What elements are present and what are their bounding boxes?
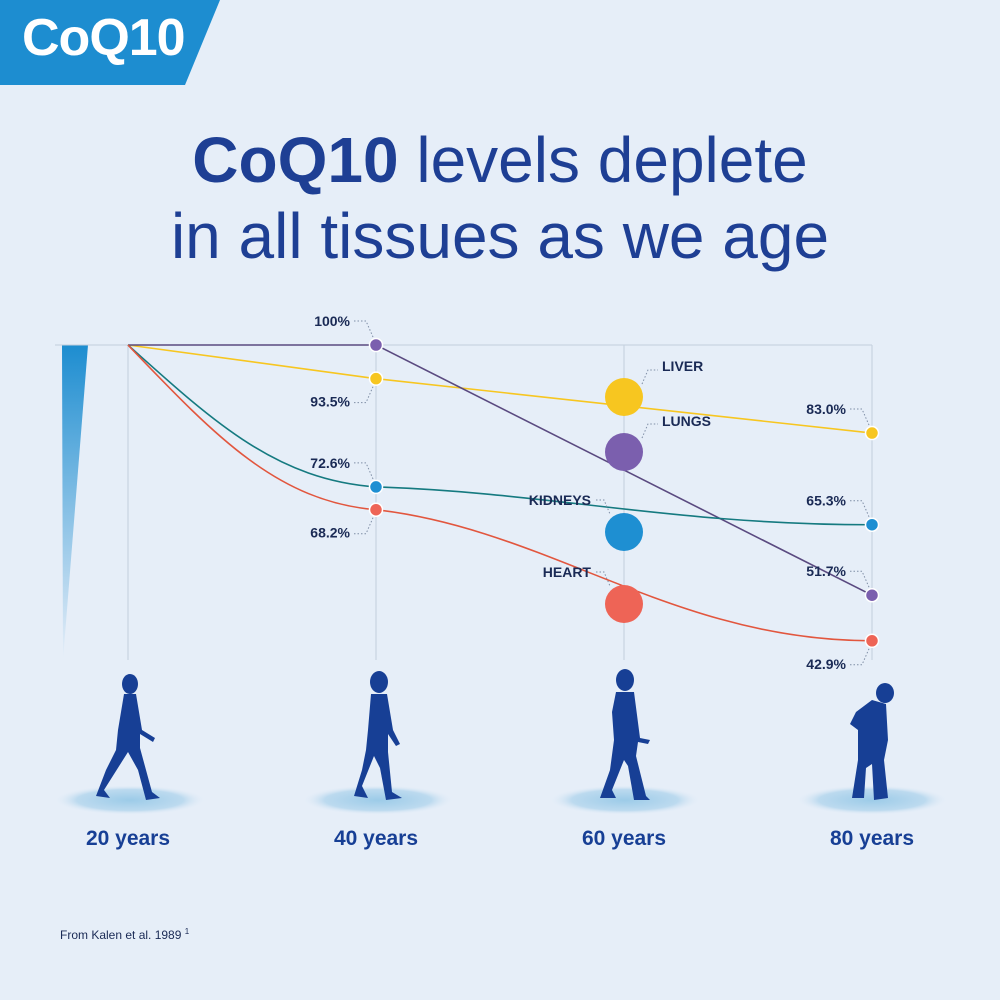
series-label-kidneys: KIDNEYS (529, 492, 591, 508)
figure-20-years-icon (96, 674, 160, 800)
point-lungs-40 (368, 337, 384, 353)
leader-lungs-80 (850, 570, 870, 588)
x-tick-label-80: 80 years (830, 827, 914, 850)
figures (54, 669, 948, 815)
series-label-heart: HEART (543, 564, 592, 580)
figure-40-years-icon (354, 671, 402, 800)
value-label-kidneys-80: 65.3% (806, 493, 846, 509)
figure-shadow-40 (302, 785, 454, 815)
coq10-badge (0, 0, 220, 85)
figure-80-years-icon (850, 683, 894, 800)
title-strong: CoQ10 (192, 124, 399, 196)
leader-liver-40 (354, 386, 374, 404)
series-label-lungs: LUNGS (662, 413, 711, 429)
point-heart-40 (368, 502, 384, 517)
x-tick-label-60: 60 years (582, 827, 666, 850)
page-title: CoQ10 levels deplete in all tissues as w… (0, 122, 1000, 274)
value-labels: 93.5% 83.0% 100% 51.7% 72.6% 65.3% 68.2% 42.9% (310, 313, 846, 672)
marker-liver (605, 378, 643, 416)
leader-kidneys-40 (354, 462, 374, 480)
value-label-liver-80: 83.0% (806, 401, 846, 417)
series-labels: LIVER LUNGS KIDNEYS HEART (529, 358, 711, 580)
leader-heart-40 (354, 517, 374, 535)
value-label-heart-40: 68.2% (310, 525, 350, 541)
series-line-lungs (128, 344, 873, 596)
source-ref: 1 (184, 927, 190, 936)
point-kidneys-80 (864, 517, 880, 532)
point-liver-80 (864, 425, 880, 441)
chart-grid (55, 344, 873, 660)
leader-name-heart (596, 571, 611, 587)
value-label-liver-40: 93.5% (310, 394, 350, 410)
depletion-wedge (62, 345, 88, 660)
leader-name-kidneys (596, 499, 611, 515)
point-kidneys-40 (368, 479, 384, 495)
source-note: From Kalen et al. 1989 1 (60, 927, 189, 942)
series-label-liver: LIVER (662, 358, 703, 374)
point-lungs-80 (864, 587, 880, 603)
source-text: From Kalen et al. 1989 (60, 928, 182, 942)
x-tick-label-20: 20 years (86, 827, 170, 850)
title-line-1: CoQ10 levels deplete (0, 122, 1000, 198)
series-markers (605, 378, 643, 623)
data-points (368, 337, 880, 649)
title-line1-rest: levels deplete (398, 124, 808, 196)
series-line-liver (127, 344, 873, 434)
leader-lines (354, 320, 870, 666)
title-line-2: in all tissues as we age (170, 200, 830, 272)
value-label-kidneys-40: 72.6% (310, 455, 350, 471)
series-line-kidneys (127, 344, 873, 526)
leader-liver-80 (850, 408, 870, 426)
series-lines (127, 344, 873, 642)
value-label-heart-80: 42.9% (806, 656, 846, 672)
leader-name-liver (641, 369, 658, 385)
point-heart-80 (864, 633, 880, 649)
marker-heart (605, 585, 643, 623)
figure-60-years-icon (600, 669, 650, 800)
x-axis-labels: 20 years 40 years 60 years 80 years (86, 827, 914, 850)
leader-heart-80 (850, 648, 870, 666)
leader-lungs-40 (354, 320, 374, 338)
leader-name-lungs (641, 423, 658, 439)
marker-kidneys (605, 513, 643, 551)
figure-shadow-80 (796, 785, 948, 815)
figure-shadow-60 (549, 785, 701, 815)
leader-kidneys-80 (850, 500, 870, 517)
point-liver-40 (368, 371, 384, 386)
x-tick-label-40: 40 years (334, 827, 418, 850)
badge-label: CoQ10 (22, 9, 186, 67)
value-label-lungs-80: 51.7% (806, 563, 846, 579)
coq10-chart: 93.5% 83.0%100%51.7%72.6%65.3%68.2%42.9% … (54, 313, 948, 850)
figure-shadow-20 (54, 785, 206, 815)
marker-lungs (605, 433, 643, 471)
value-label-lungs-40: 100% (314, 313, 350, 329)
series-line-heart (127, 344, 873, 642)
